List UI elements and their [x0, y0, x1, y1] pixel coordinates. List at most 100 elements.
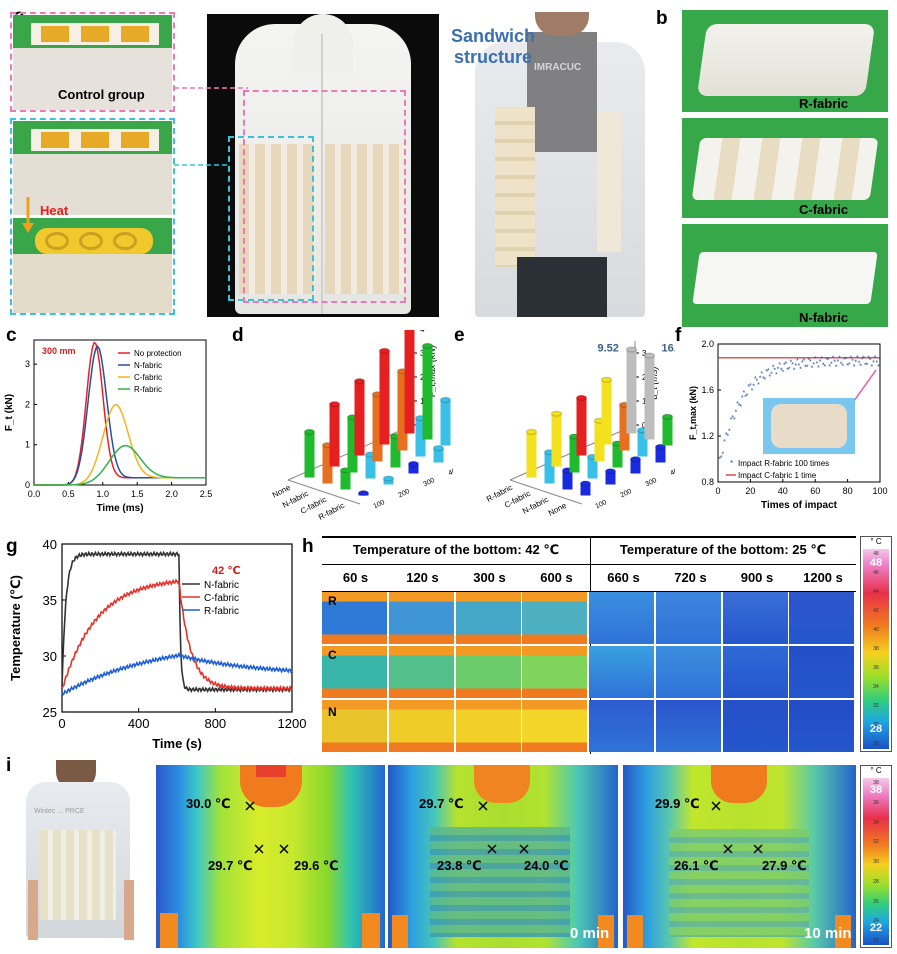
f-scatter-point: * [778, 362, 781, 369]
e-height-label: 200 [619, 488, 633, 499]
sandwich-person-photo [445, 12, 673, 317]
f-scatter-point: * [790, 360, 793, 367]
after-heat-photo [13, 218, 172, 313]
colorbar-tick-label: 36 [873, 665, 879, 671]
g-legend-label: N-fabric [204, 580, 239, 591]
time-label-l: 10 min [804, 925, 852, 942]
g-series-line [61, 550, 293, 694]
f-scatter-point: * [770, 372, 773, 379]
c-ytick-label: 3 [25, 359, 30, 369]
c-series-line [34, 404, 206, 486]
h-thermal-cell [589, 646, 654, 698]
h-time-300: 300 s [473, 570, 506, 585]
d-bar [329, 404, 340, 467]
e-bar [551, 413, 562, 467]
f-scatter-point: * [736, 401, 739, 408]
h-thermal-cell [322, 700, 387, 752]
h-thermal-cell [655, 592, 721, 644]
g-xtick-label: 800 [204, 716, 226, 731]
h-header-42: Temperature of the bottom: 42 ℃ [352, 542, 560, 557]
f-scatter-point: * [720, 455, 723, 462]
g-ytick-label: 30 [43, 649, 57, 664]
f-scatter-point: * [760, 371, 763, 378]
f-scatter-point: * [856, 355, 859, 362]
panel-label-e: e [454, 325, 465, 346]
d-height-label: 300 [422, 477, 436, 488]
panel-label-b: b [656, 8, 668, 29]
f-xlabel: Times of impact [761, 500, 838, 511]
f-scatter-point: * [762, 376, 765, 383]
jacket-cyan-box [228, 136, 314, 301]
f-scatter-point: * [781, 370, 784, 377]
d-bar [397, 371, 408, 451]
h-time-120: 120 s [406, 570, 439, 585]
e-bar-top [576, 394, 587, 401]
f-scatter-point: * [872, 360, 875, 367]
f-scatter-point: * [840, 361, 843, 368]
colorbar-tick-label: 28 [873, 878, 879, 885]
h-thermal-cell [522, 592, 588, 644]
chart-c: 0.0 0.5 1.0 1.5 2.0 2.5 0 1 2 3 Time (ms) F_t (kN) 3… [4, 339, 212, 514]
g-axes-frame [61, 543, 293, 713]
d-height-label: 400 [447, 466, 453, 477]
f-scatter-point: * [819, 359, 822, 366]
g-legend-label: C-fabric [204, 593, 239, 604]
f-scatter-point: * [747, 384, 750, 391]
thermal-k [388, 765, 618, 948]
control-group-label: Control group [58, 87, 145, 102]
d-bar-top [422, 342, 433, 349]
h-thermal-cell [522, 646, 588, 698]
e-annotation: 9.52 [598, 343, 619, 355]
c-series-line [34, 345, 206, 486]
colorbar-tick-label: 22 [873, 938, 879, 944]
e-bar-top [626, 346, 637, 353]
f-scatter-point: * [832, 355, 835, 362]
f-scatter-point: * [764, 377, 767, 384]
d-bar [354, 381, 365, 456]
f-scatter-point: * [794, 363, 797, 370]
d-bar [415, 418, 426, 457]
c-annotation: 300 mm [42, 346, 76, 356]
temp-j-1: 30.0 ℃ [186, 796, 231, 811]
h-time-720: 720 s [674, 570, 707, 585]
f-scatter-point: * [744, 394, 747, 401]
temp-k-3: 24.0 ℃ [524, 858, 569, 873]
c-series-line [34, 341, 206, 486]
f-scatter-point: * [754, 376, 757, 383]
e-height-label: 100 [594, 499, 608, 510]
h-colorbar: ° C 48 28 48 46 44 42 40 38 36 34 32 30 28 [860, 536, 892, 752]
f-scatter-point: * [851, 358, 854, 365]
e-bar [601, 379, 612, 445]
g-legend-label: R-fabric [204, 606, 239, 617]
f-scatter-point: * [817, 365, 820, 372]
d-bar [383, 478, 394, 485]
before-heat-photo [13, 121, 172, 215]
temp-l-3: 27.9 ℃ [762, 858, 807, 873]
f-inset-photo [763, 398, 855, 454]
e-bar-top [662, 413, 673, 420]
colorbar-tick-label: 34 [873, 819, 879, 826]
f-scatter-point: * [869, 358, 872, 365]
f-scatter-point: * [726, 434, 729, 441]
f-scatter-point: * [827, 357, 830, 364]
e-annotation: 16.27 [662, 343, 676, 355]
f-xtick-label: 0 [715, 486, 720, 496]
g-xlabel: Time (s) [152, 736, 202, 751]
d-bar-top [383, 475, 394, 482]
f-scatter-point: * [825, 357, 828, 364]
f-scatter-point: * [768, 374, 771, 381]
f-scatter-point: * [861, 357, 864, 364]
h-thermal-cell [455, 700, 521, 752]
e-bar-top [655, 443, 666, 450]
f-axes-frame [717, 343, 881, 483]
f-scatter-point: * [866, 362, 869, 369]
f-scatter-point: * [846, 363, 849, 370]
heated-group-box [10, 118, 175, 315]
chart-g: 0 400 800 1200 25 30 35 40 Time (s) Temperature (… [8, 537, 306, 751]
h-thermal-cell [322, 592, 387, 644]
temp-l-2: 26.1 ℃ [674, 858, 719, 873]
f-scatter-point: * [738, 403, 741, 410]
h-thermal-cell [722, 646, 788, 698]
f-scatter-point: * [739, 404, 742, 411]
f-scatter-point: * [854, 360, 857, 367]
